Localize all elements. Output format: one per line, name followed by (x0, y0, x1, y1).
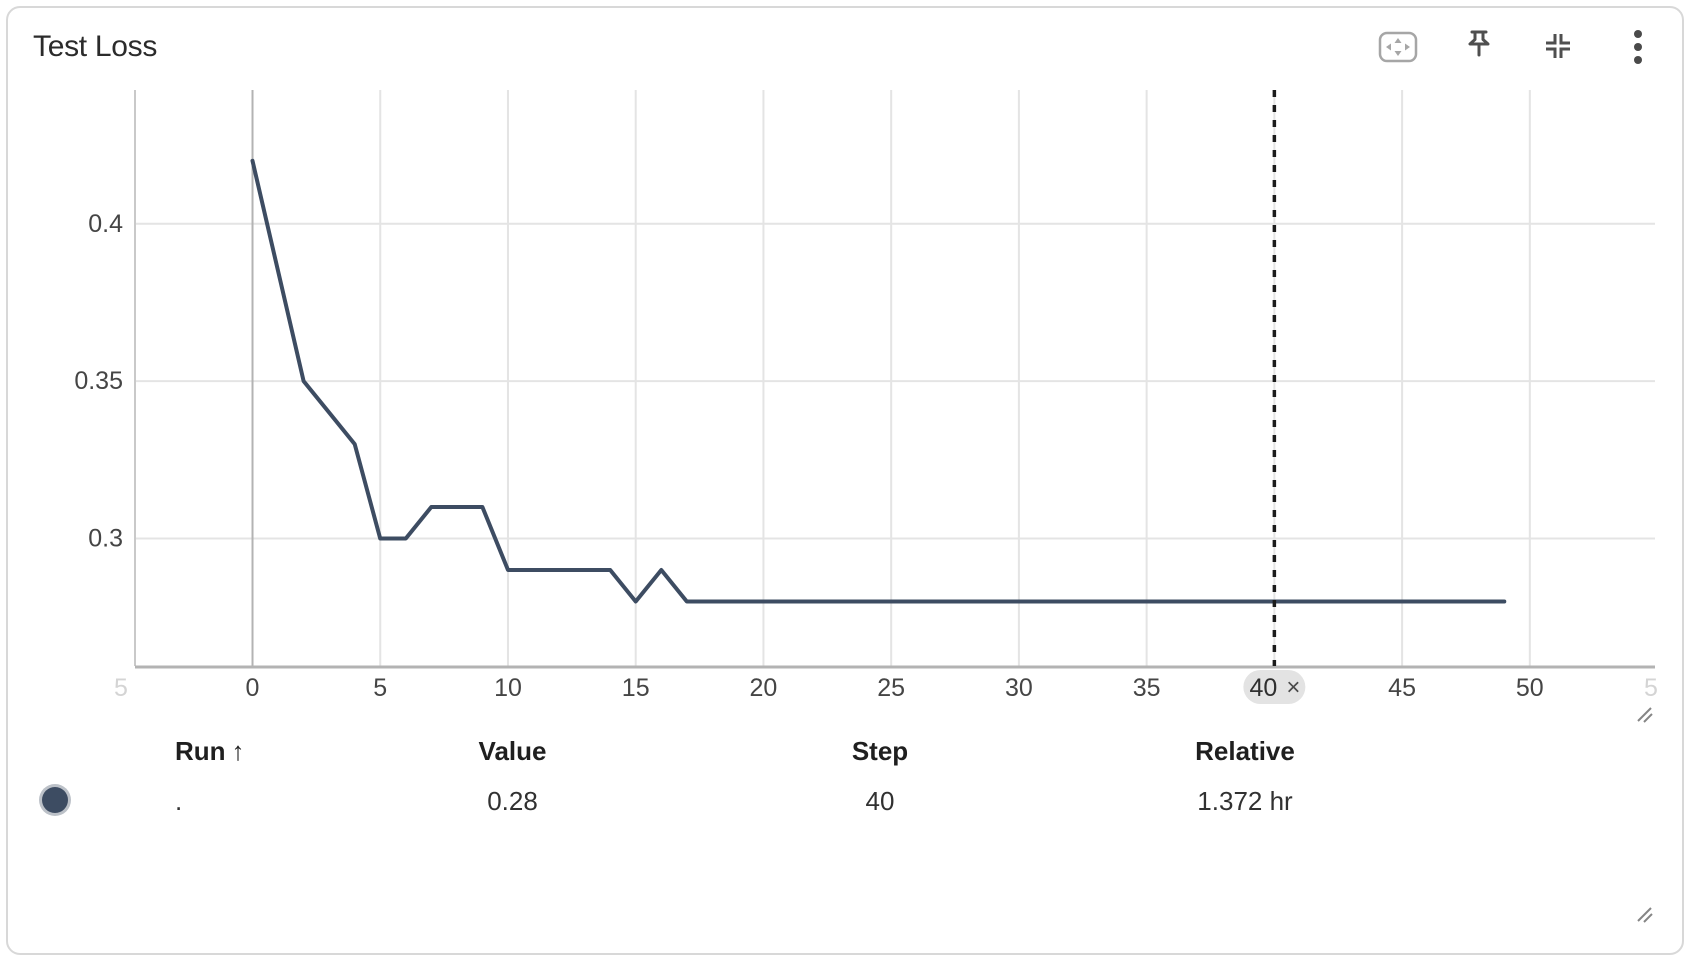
sort-ascending-icon: ↑ (231, 736, 245, 766)
column-header-relative[interactable]: Relative (1195, 736, 1295, 766)
resize-handle[interactable] (1634, 904, 1656, 926)
resize-grip-icon (1637, 707, 1653, 723)
pin-button[interactable] (1462, 27, 1496, 65)
fit-to-data-button[interactable] (1376, 29, 1420, 65)
kebab-menu-icon (1634, 30, 1642, 64)
resize-handle[interactable] (1634, 704, 1656, 726)
panel-title: Test Loss (33, 30, 158, 63)
fit-to-data-icon (1378, 31, 1418, 63)
run-name-cell[interactable]: . (175, 786, 183, 816)
relative-cell: 1.372 hr (1197, 786, 1293, 816)
column-header-step[interactable]: Step (851, 736, 909, 766)
column-header-value[interactable]: Value (478, 736, 547, 766)
value-cell: 0.28 (487, 786, 538, 816)
pin-icon (1468, 30, 1490, 57)
resize-grip-icon (1637, 907, 1653, 923)
collapse-panel-icon (1546, 34, 1570, 58)
kebab-menu-button[interactable] (1627, 27, 1649, 67)
column-header-run[interactable]: Run ↑ (175, 736, 245, 766)
step-cell: 40 (865, 786, 895, 816)
run-color-dot (42, 787, 68, 813)
collapse-button[interactable] (1541, 29, 1575, 63)
